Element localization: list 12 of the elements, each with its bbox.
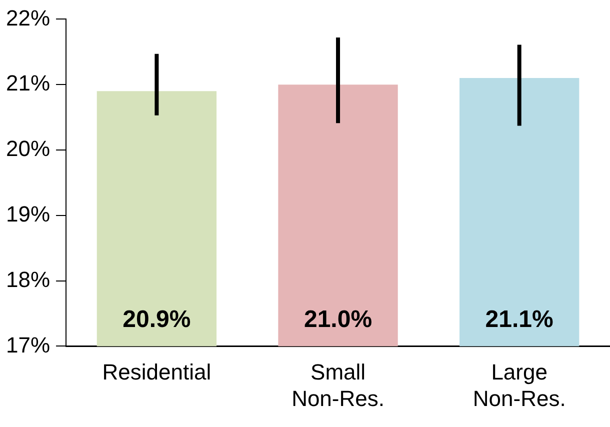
data-label: 20.9% (122, 306, 191, 333)
x-tick-label: Small Non-Res. (292, 359, 384, 411)
y-tick-label: 17% (6, 332, 50, 358)
y-tick-label: 18% (6, 266, 50, 292)
y-tick-label: 19% (6, 201, 50, 226)
data-label: 21.1% (485, 306, 554, 333)
y-tick-label: 22% (6, 5, 50, 30)
data-label: 21.0% (304, 306, 372, 333)
x-tick-label: Residential (102, 359, 212, 384)
y-tick-label: 21% (6, 70, 50, 96)
y-tick-label: 20% (6, 136, 50, 162)
x-tick-label: Large Non-Res. (472, 359, 566, 411)
